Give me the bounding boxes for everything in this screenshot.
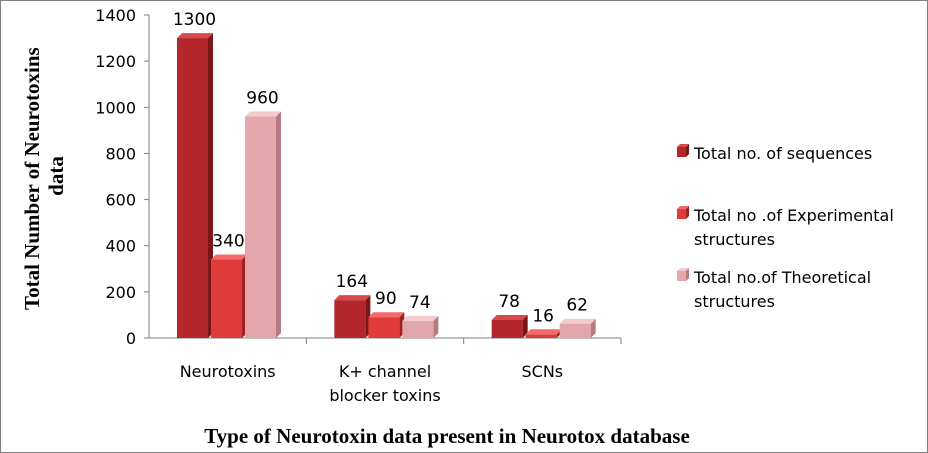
data-label: 78 <box>498 292 520 312</box>
legend-swatch-top <box>677 268 689 271</box>
bar <box>334 300 366 338</box>
bars <box>177 33 596 338</box>
bar-top <box>211 254 247 260</box>
bar <box>402 320 434 338</box>
legend-swatch-top <box>677 144 689 147</box>
data-label: 74 <box>409 293 431 313</box>
data-label: 62 <box>566 296 588 316</box>
legend-label: Total no.of Theoretical <box>693 268 871 287</box>
y-tick-label: 800 <box>105 144 136 163</box>
bar <box>211 259 242 338</box>
bar <box>559 323 591 338</box>
bar-top <box>334 295 371 301</box>
legend-label: structures <box>694 292 775 311</box>
bar-top <box>559 318 596 324</box>
data-label: 90 <box>375 289 397 309</box>
data-label: 16 <box>532 306 554 326</box>
legend: Total no. of sequences Total no .of Exper… <box>677 144 894 311</box>
legend-label: structures <box>694 230 775 249</box>
y-tick-label: 1400 <box>95 6 136 25</box>
y-tick-label: 1200 <box>95 52 136 71</box>
y-axis-title: Total Number of Neurotoxins data <box>20 42 68 310</box>
bar-side <box>276 111 281 338</box>
y-axis-title-line-1: Total Number of Neurotoxins <box>20 47 44 310</box>
bar-side <box>522 315 528 338</box>
bar-top <box>368 312 405 318</box>
y-tick-label: 400 <box>105 237 136 256</box>
y-axis-title-line-2: data <box>44 156 68 196</box>
bar <box>525 334 557 338</box>
bar-top <box>402 315 439 321</box>
bar-top <box>525 329 562 335</box>
bar-side <box>590 318 596 338</box>
data-labels: 1300 340 960 164 90 74 78 16 62 <box>173 10 588 326</box>
x-category-labels: Neurotoxins K+ channel blocker toxins SCNs <box>180 362 563 405</box>
bar <box>177 38 208 338</box>
bar-side <box>433 315 439 338</box>
x-category-label: blocker toxins <box>329 386 440 405</box>
data-label: 1300 <box>173 10 216 30</box>
y-ticks: 0 200 400 600 800 1000 1200 1400 <box>95 6 149 348</box>
x-axis-title: Type of Neurotoxin data present in Neuro… <box>204 424 690 448</box>
y-tick-label: 600 <box>105 191 136 210</box>
legend-label: Total no .of Experimental <box>693 206 894 225</box>
x-category-label: SCNs <box>522 362 564 381</box>
data-label: 340 <box>212 232 244 252</box>
legend-swatch-top <box>677 206 689 209</box>
x-category-label: Neurotoxins <box>180 362 276 381</box>
y-tick-label: 200 <box>105 283 136 302</box>
legend-swatch <box>677 209 686 219</box>
legend-swatch-side <box>686 206 689 219</box>
bar <box>491 320 523 338</box>
legend-swatch-side <box>686 268 689 281</box>
y-tick-label: 1000 <box>95 98 136 117</box>
bar-top <box>245 111 281 117</box>
legend-swatch-side <box>686 144 689 157</box>
legend-swatch <box>677 147 686 157</box>
bar <box>245 116 276 338</box>
bar-top <box>491 315 528 321</box>
data-label: 960 <box>246 89 278 109</box>
legend-label: Total no. of sequences <box>693 144 872 163</box>
bar <box>368 317 400 338</box>
bar-top <box>177 33 213 39</box>
x-category-label: K+ channel <box>339 362 431 381</box>
y-tick-label: 0 <box>126 329 136 348</box>
legend-swatch <box>677 271 686 281</box>
data-label: 164 <box>336 272 368 292</box>
